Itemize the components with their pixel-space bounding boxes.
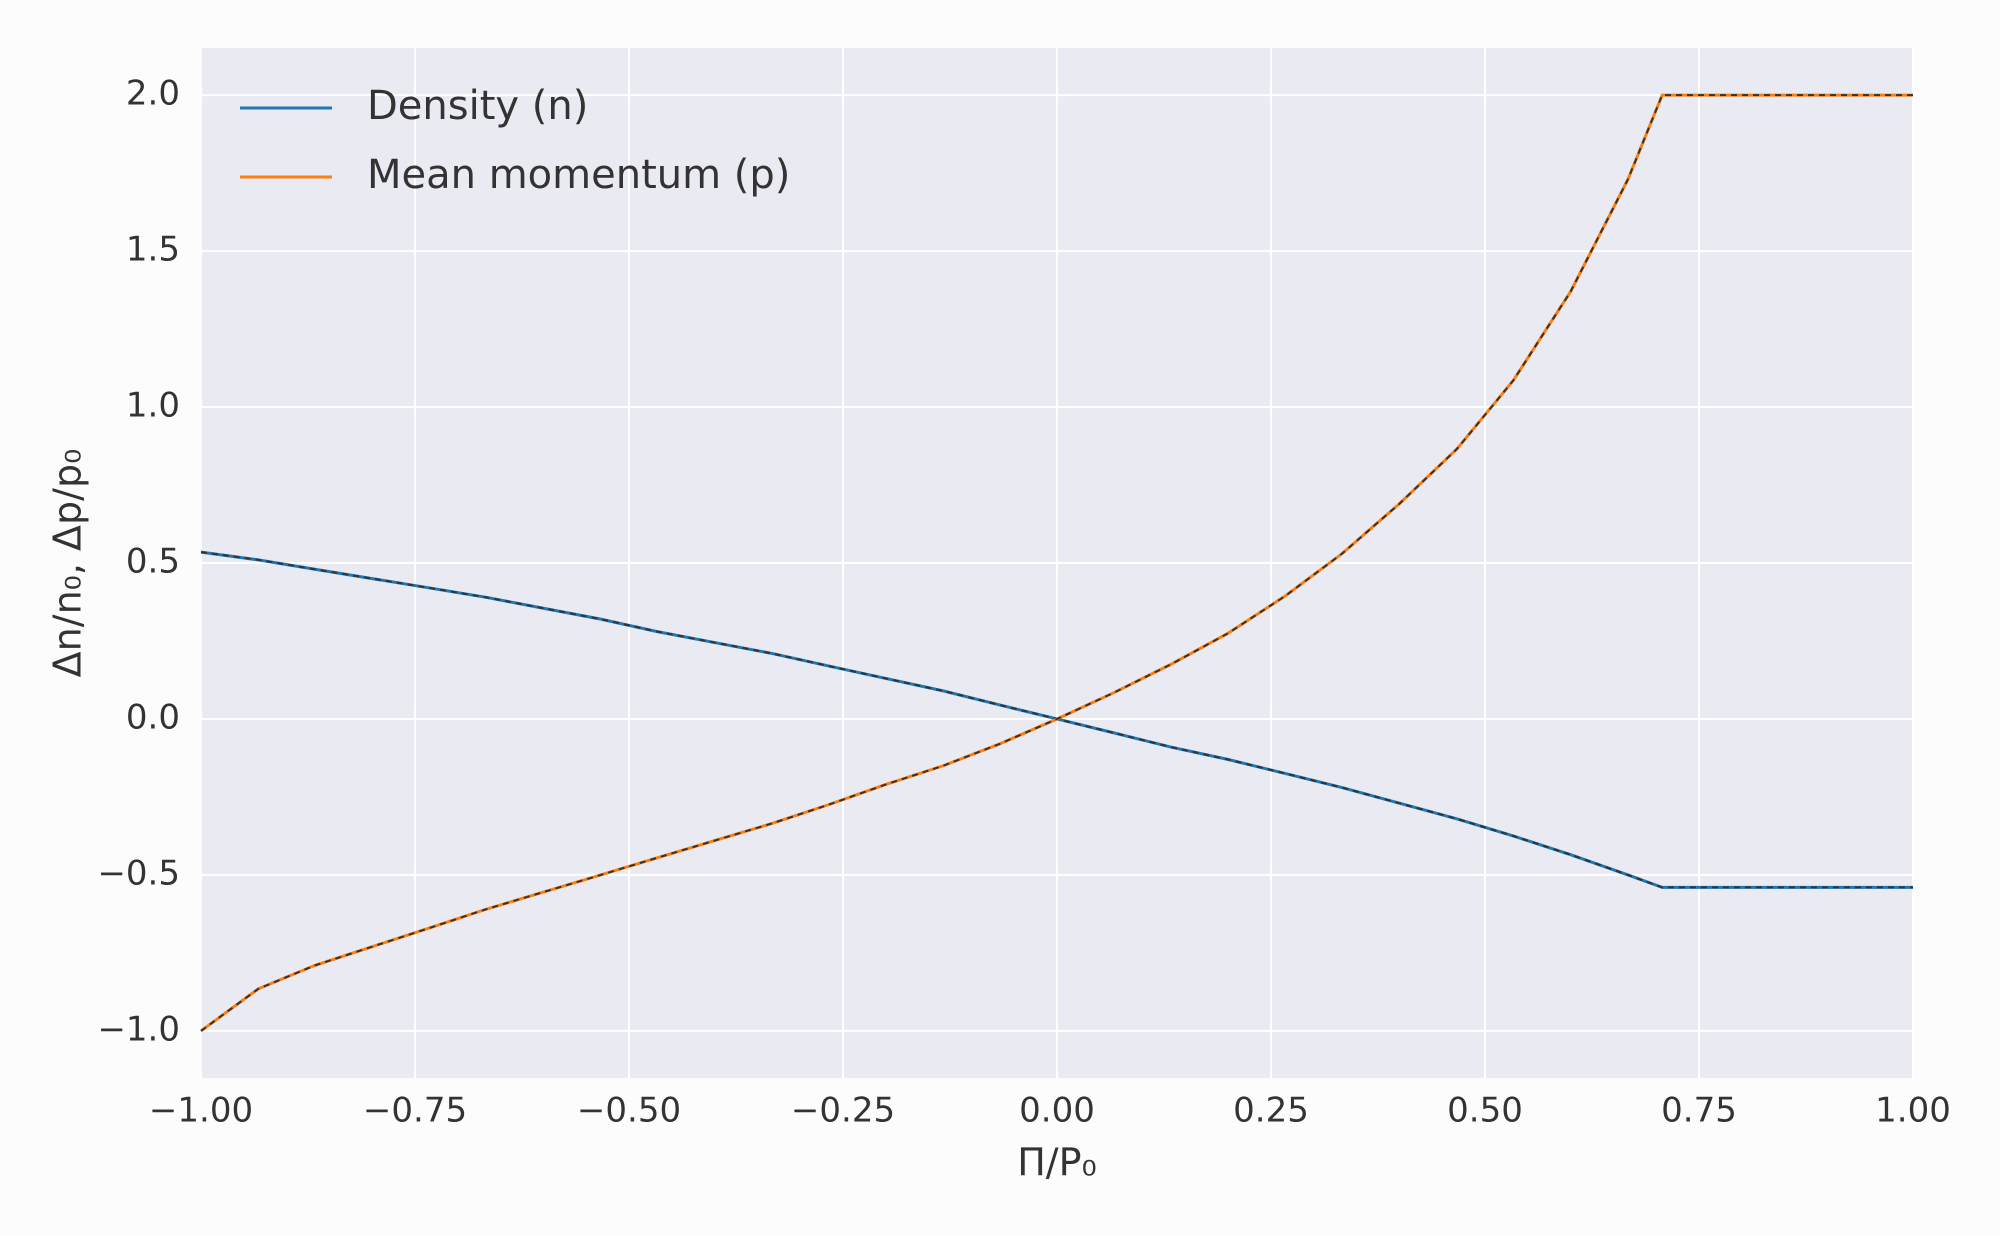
x-tick-label: 0.25: [1233, 1091, 1309, 1131]
x-tick-label: −0.50: [577, 1091, 681, 1131]
y-tick-label: 0.5: [126, 542, 180, 582]
x-tick-label: 0.00: [1019, 1091, 1095, 1131]
y-tick-label: 0.0: [126, 697, 180, 737]
y-tick-label: 1.0: [126, 386, 180, 426]
legend-label: Density (n): [367, 83, 588, 129]
x-tick-label: 1.00: [1875, 1091, 1951, 1131]
dashed-overlay-line: [200, 551, 1913, 889]
y-tick-label: −1.0: [97, 1009, 180, 1049]
x-tick-label: 0.75: [1661, 1091, 1737, 1131]
x-axis-label: Π/P₀: [1017, 1141, 1097, 1185]
x-tick-label: −0.75: [363, 1091, 467, 1131]
x-tick-label: −1.00: [149, 1091, 253, 1131]
y-axis-label: Δn/n₀, Δp/p₀: [46, 449, 90, 678]
x-tick-label: −0.25: [791, 1091, 895, 1131]
y-tick-label: −0.5: [97, 853, 180, 893]
x-tick-label: 0.50: [1447, 1091, 1523, 1131]
dashed-overlay-line: [200, 94, 1913, 1032]
y-tick-label: 1.5: [126, 230, 180, 270]
y-tick-label: 2.0: [126, 74, 180, 114]
legend-label: Mean momentum (p): [367, 152, 790, 198]
